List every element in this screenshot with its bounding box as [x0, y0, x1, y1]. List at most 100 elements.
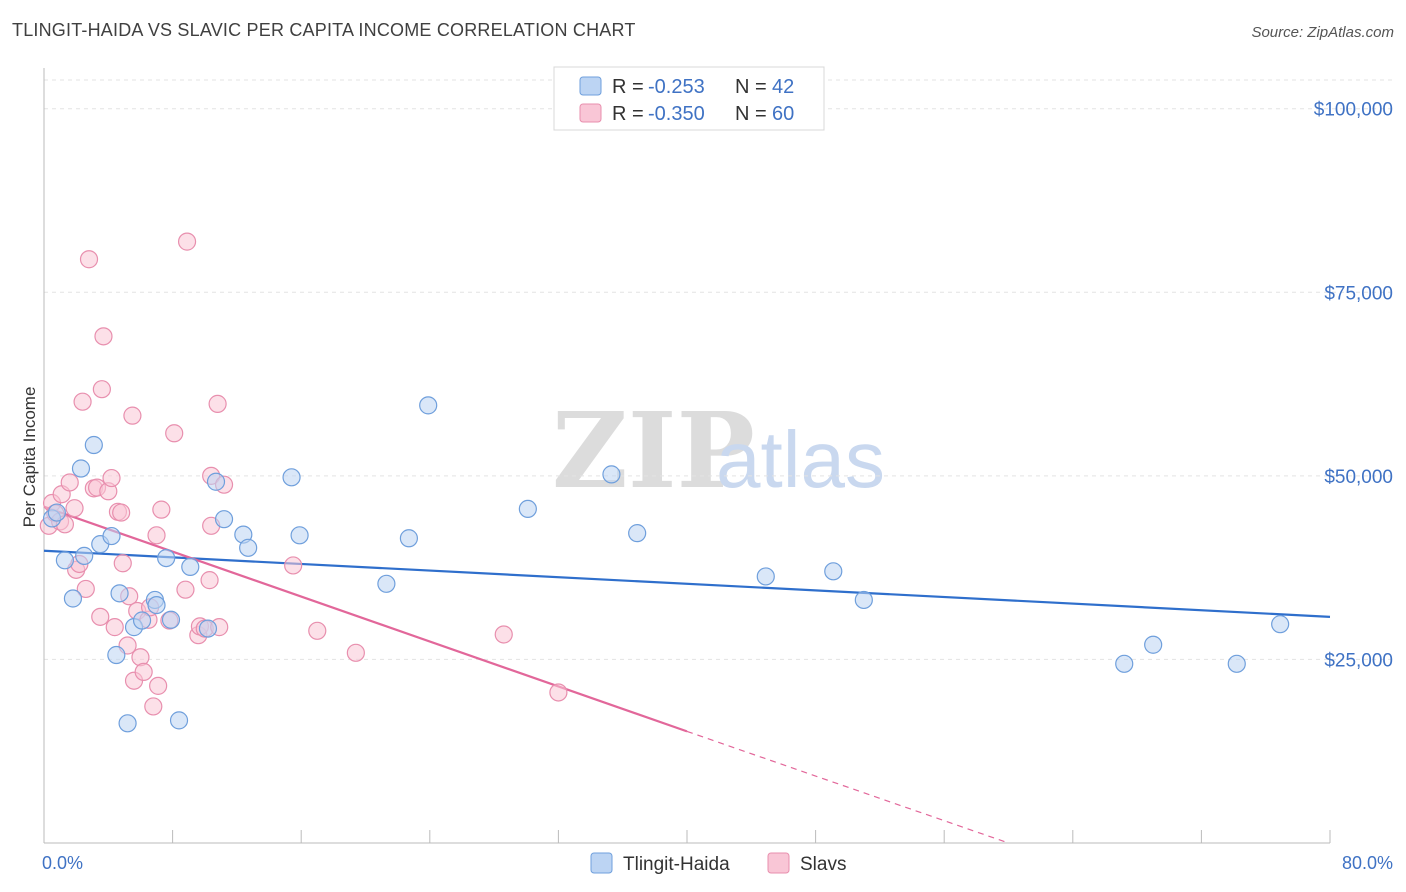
- y-axis-label: Per Capita Income: [20, 387, 39, 528]
- point-tlingit-haida: [107, 645, 126, 665]
- y-tick-label: $25,000: [1324, 650, 1393, 671]
- legend-n-label-1: N =: [735, 76, 767, 98]
- grid: [44, 79, 1392, 660]
- legend-r-label-2: R =: [612, 103, 644, 125]
- watermark-atlas: atlas: [716, 415, 885, 504]
- point-slavs: [73, 392, 92, 411]
- point-tlingit-haida: [1144, 635, 1163, 654]
- point-tlingit-haida: [181, 557, 200, 577]
- point-tlingit-haida: [47, 503, 66, 522]
- point-tlingit-haida: [63, 589, 83, 608]
- trend-line-slavs: [43, 505, 688, 733]
- legend-r-value-tlingit-haida: -0.253: [648, 76, 705, 98]
- point-tlingit-haida: [602, 465, 621, 484]
- point-tlingit-haida: [518, 499, 537, 518]
- point-slavs: [165, 424, 184, 443]
- point-tlingit-haida: [756, 567, 775, 586]
- point-slavs: [149, 676, 168, 695]
- y-tick-label: $75,000: [1324, 283, 1393, 304]
- point-tlingit-haida: [157, 548, 176, 568]
- legend-swatch-slavs: [579, 103, 602, 123]
- point-tlingit-haida: [1227, 654, 1246, 673]
- point-slavs: [92, 380, 111, 399]
- point-slavs: [94, 327, 113, 346]
- bottom-legend: Tlingit-Haida Slavs: [590, 852, 846, 875]
- point-tlingit-haida: [198, 619, 218, 638]
- legend-r-label-1: R =: [612, 76, 644, 98]
- point-slavs: [308, 621, 327, 640]
- bottom-legend-swatch-tlingit-haida: [590, 852, 613, 874]
- point-slavs: [123, 406, 142, 425]
- point-tlingit-haida: [1115, 654, 1134, 673]
- point-slavs: [200, 571, 219, 590]
- point-tlingit-haida: [1271, 615, 1290, 634]
- watermark-zip: ZIP: [552, 389, 755, 512]
- x-tick-label-min: 0.0%: [42, 853, 83, 873]
- point-tlingit-haida: [84, 435, 103, 455]
- point-slavs: [131, 648, 150, 667]
- point-slavs: [176, 580, 195, 599]
- point-tlingit-haida: [110, 584, 129, 603]
- data-points: [39, 232, 1290, 733]
- point-slavs: [152, 500, 171, 519]
- point-tlingit-haida: [118, 714, 137, 733]
- point-tlingit-haida: [419, 396, 438, 415]
- point-tlingit-haida: [206, 472, 226, 491]
- point-slavs: [177, 232, 197, 251]
- point-tlingit-haida: [75, 546, 94, 565]
- point-tlingit-haida: [854, 590, 873, 610]
- chart-source: Source: ZipAtlas.com: [1251, 24, 1394, 41]
- point-tlingit-haida: [214, 510, 234, 529]
- point-slavs: [113, 554, 132, 573]
- y-tick-label: $100,000: [1314, 100, 1393, 121]
- point-slavs: [76, 579, 95, 599]
- y-tick-label: $50,000: [1324, 467, 1393, 488]
- bottom-legend-swatch-slavs: [767, 852, 790, 874]
- trend-line-tlingit-haida: [43, 549, 1331, 618]
- point-slavs: [105, 618, 124, 637]
- point-tlingit-haida: [169, 711, 189, 730]
- legend-n-value-tlingit-haida: 42: [772, 76, 794, 98]
- trend-line-slavs-extrapolated: [686, 730, 1009, 844]
- point-tlingit-haida: [71, 459, 91, 478]
- point-slavs: [147, 526, 166, 545]
- legend: R = -0.253 N = 42 R = -0.350 N = 60: [553, 66, 825, 131]
- point-slavs: [65, 499, 84, 518]
- chart-title: TLINGIT-HAIDA VS SLAVIC PER CAPITA INCOM…: [12, 20, 636, 40]
- point-tlingit-haida: [824, 562, 843, 581]
- point-tlingit-haida: [55, 551, 74, 570]
- point-slavs: [494, 625, 513, 644]
- legend-n-label-2: N =: [735, 103, 767, 125]
- point-tlingit-haida: [132, 611, 152, 630]
- point-slavs: [79, 250, 99, 269]
- point-tlingit-haida: [377, 574, 396, 593]
- trend-lines: [43, 505, 1331, 844]
- point-tlingit-haida: [239, 538, 258, 557]
- point-slavs: [134, 662, 153, 682]
- point-slavs: [208, 394, 227, 413]
- legend-n-value-slavs: 60: [772, 103, 794, 125]
- point-tlingit-haida: [147, 595, 166, 615]
- point-tlingit-haida: [282, 468, 301, 487]
- x-tick-label-max: 80.0%: [1342, 853, 1393, 873]
- point-tlingit-haida: [290, 526, 309, 545]
- legend-r-value-slavs: -0.350: [648, 103, 705, 125]
- point-slavs: [144, 697, 163, 716]
- point-tlingit-haida: [628, 524, 647, 543]
- point-slavs: [91, 607, 110, 626]
- point-slavs: [346, 643, 365, 662]
- point-slavs: [102, 468, 121, 488]
- bottom-legend-label-tlingit-haida: Tlingit-Haida: [623, 854, 730, 875]
- point-slavs: [284, 556, 303, 575]
- point-slavs: [60, 473, 79, 492]
- watermark: ZIP atlas: [552, 389, 885, 512]
- point-slavs: [549, 683, 568, 702]
- point-tlingit-haida: [161, 610, 181, 629]
- point-tlingit-haida: [399, 529, 419, 548]
- bottom-legend-label-slavs: Slavs: [800, 854, 846, 875]
- legend-swatch-tlingit-haida: [579, 76, 602, 96]
- point-slavs: [112, 503, 131, 522]
- point-tlingit-haida: [102, 526, 121, 546]
- axes: $25,000 $50,000 $75,000 $100,000 0.0% 80.0%: [42, 68, 1393, 873]
